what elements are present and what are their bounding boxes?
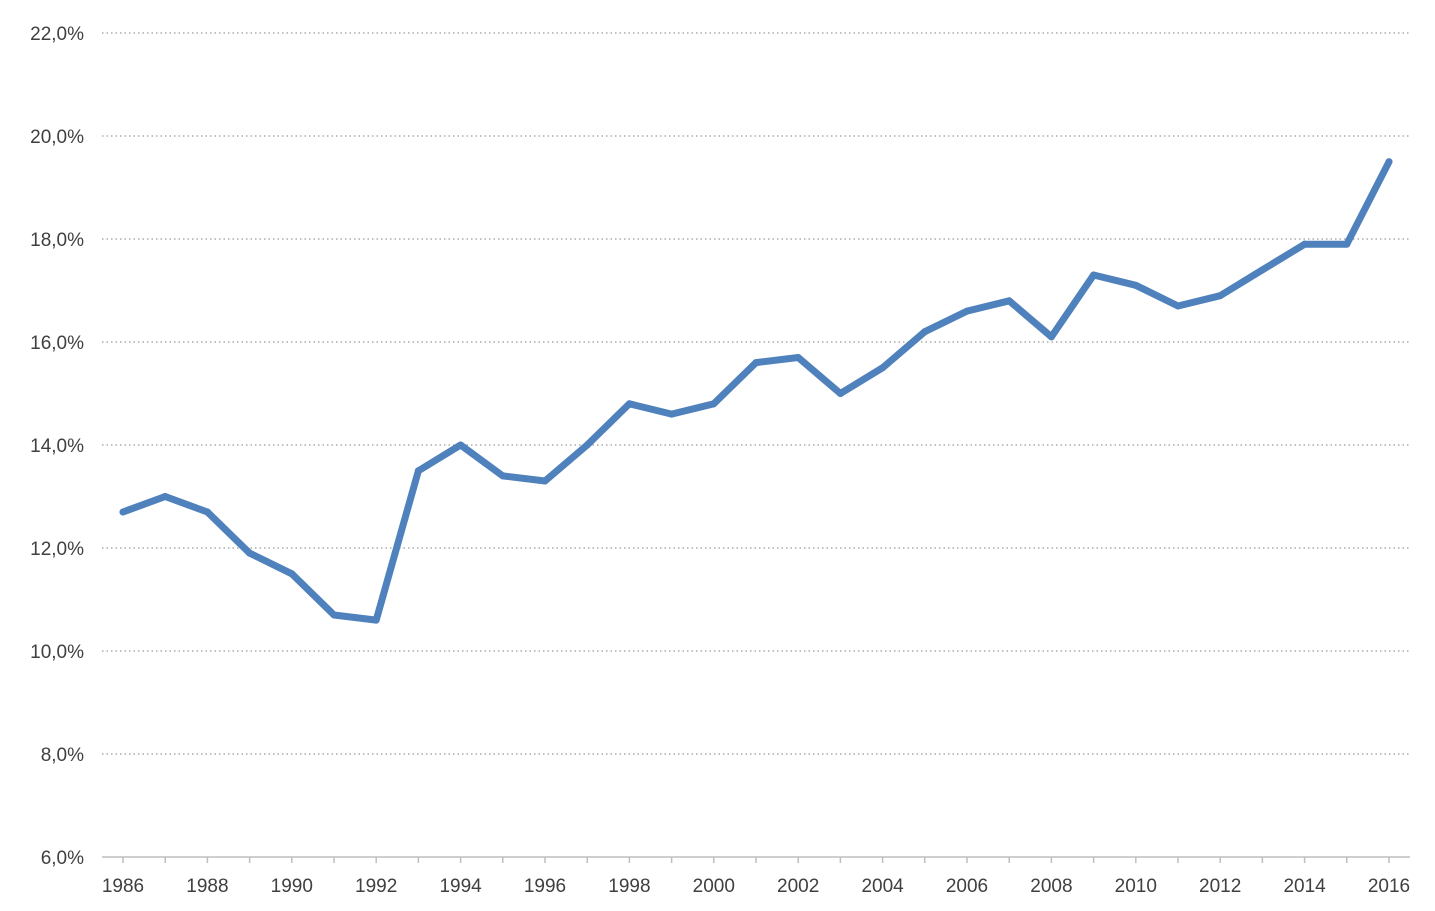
data-point — [752, 359, 760, 367]
data-point — [1132, 281, 1140, 289]
x-tick-label: 2006 — [946, 876, 988, 897]
series-area — [119, 158, 1393, 624]
x-tick-label: 1990 — [271, 876, 313, 897]
x-axis: 1986 1988 1990 1992 1994 1996 1998 2000 2002 2004… — [102, 856, 1410, 897]
x-tick-label: 2004 — [861, 876, 904, 897]
data-point — [288, 570, 296, 578]
data-point — [794, 353, 802, 361]
y-tick-label: 20,0% — [30, 127, 84, 148]
y-tick-label: 14,0% — [30, 436, 84, 457]
x-tick-label: 2010 — [1115, 876, 1157, 897]
series-line — [119, 158, 1393, 624]
data-point — [457, 441, 465, 449]
data-point — [1216, 292, 1224, 300]
y-tick-label: 6,0% — [41, 848, 84, 869]
data-point — [541, 477, 549, 485]
data-point — [668, 410, 676, 418]
data-point — [963, 307, 971, 315]
gridlines — [102, 32, 1410, 755]
x-tick-label: 1996 — [524, 876, 566, 897]
data-point — [161, 493, 169, 500]
data-point — [372, 616, 380, 624]
data-point — [414, 467, 422, 475]
y-axis: 6,0% 8,0% 10,0% 12,0% 14,0% 16,0% 18,0% 20,0% 22… — [30, 24, 84, 869]
data-point — [921, 328, 929, 336]
y-tick-label: 8,0% — [41, 745, 84, 766]
data-point — [1258, 266, 1266, 274]
data-point — [710, 400, 718, 408]
data-point — [203, 508, 211, 516]
data-point — [836, 390, 844, 397]
data-point — [330, 611, 338, 619]
x-tick-label: 2016 — [1368, 876, 1410, 897]
x-tick-label: 1992 — [355, 876, 397, 897]
y-tick-label: 16,0% — [30, 333, 84, 354]
x-tick-label: 1986 — [102, 876, 144, 897]
data-point — [246, 549, 254, 557]
x-tick-label: 2014 — [1283, 876, 1326, 897]
y-tick-label: 10,0% — [30, 642, 84, 663]
data-point — [1301, 240, 1309, 248]
data-point — [879, 364, 887, 372]
data-point — [1174, 302, 1182, 310]
data-point — [625, 400, 633, 408]
data-point — [1385, 158, 1393, 166]
x-tick-label: 1994 — [439, 876, 482, 897]
x-tick-label: 2008 — [1030, 876, 1072, 897]
data-point — [583, 441, 591, 449]
x-tick-label: 1998 — [608, 876, 650, 897]
data-point — [499, 472, 507, 480]
x-tick-label: 2002 — [777, 876, 819, 897]
y-tick-label: 22,0% — [30, 24, 84, 45]
data-point — [1047, 333, 1055, 341]
y-tick-label: 12,0% — [30, 539, 84, 560]
y-tick-label: 18,0% — [30, 230, 84, 251]
data-point — [119, 508, 127, 516]
x-tick-label: 1988 — [186, 876, 228, 897]
data-point — [1090, 271, 1098, 279]
x-tick-label: 2000 — [693, 876, 735, 897]
x-tick-label: 2012 — [1199, 876, 1241, 897]
data-point — [1005, 297, 1013, 305]
data-point — [1343, 240, 1351, 248]
